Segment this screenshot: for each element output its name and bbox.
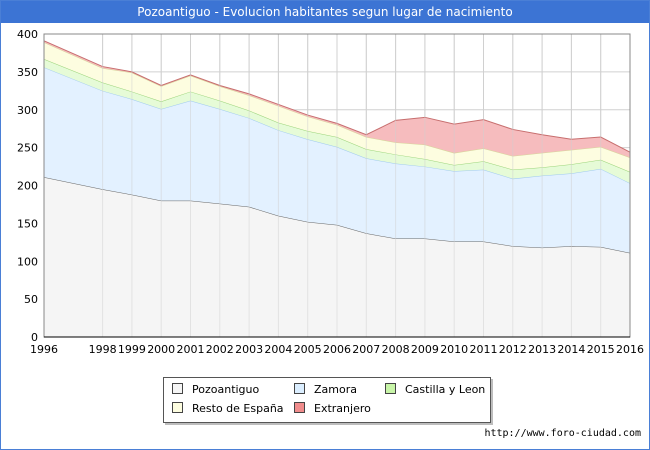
legend-label: Pozoantiguo — [192, 383, 260, 396]
y-tick-label: 150 — [17, 217, 38, 230]
legend-swatch — [294, 402, 305, 413]
stacked-areas — [43, 34, 631, 337]
x-tick-label: 1999 — [118, 343, 146, 356]
y-tick-label: 300 — [17, 104, 38, 117]
x-tick-label: 2000 — [147, 343, 175, 356]
x-tick-label: 2003 — [235, 343, 263, 356]
legend-item-castilla-y-leon: Castilla y Leon — [385, 383, 485, 397]
y-tick-label: 250 — [17, 142, 38, 155]
x-tick-label: 2005 — [294, 343, 322, 356]
x-tick-label: 2008 — [382, 343, 410, 356]
x-tick-label: 2014 — [557, 343, 585, 356]
x-tick-label: 2001 — [177, 343, 205, 356]
legend-swatch — [172, 402, 183, 413]
x-tick-label: 1996 — [30, 343, 58, 356]
chart-legend: Pozoantiguo Zamora Castilla y Leon Resto… — [163, 377, 491, 423]
source-url: http://www.foro-ciudad.com — [484, 428, 641, 439]
x-tick-label: 2002 — [206, 343, 234, 356]
legend-item-resto-de-espana: Resto de España — [172, 402, 284, 416]
y-tick-label: 100 — [17, 255, 38, 268]
x-tick-label: 1998 — [89, 343, 117, 356]
x-tick-label: 2015 — [587, 343, 615, 356]
x-tick-label: 2011 — [470, 343, 498, 356]
x-tick-label: 2010 — [440, 343, 468, 356]
x-tick-label: 2007 — [352, 343, 380, 356]
chart-title: Pozoantiguo - Evolucion habitantes segun… — [1, 1, 649, 23]
x-tick-label: 2012 — [499, 343, 527, 356]
y-tick-label: 400 — [17, 28, 38, 41]
legend-swatch — [385, 383, 396, 394]
y-tick-label: 350 — [17, 66, 38, 79]
y-tick-label: 200 — [17, 180, 38, 193]
x-tick-label: 2004 — [264, 343, 292, 356]
legend-label: Extranjero — [314, 402, 371, 415]
legend-swatch — [294, 383, 305, 394]
y-tick-label: 50 — [24, 293, 38, 306]
x-tick-label: 2013 — [528, 343, 556, 356]
tick-labels: 0 50 100 150 200 250 300 350 400 1996 1998 1999 2000… — [17, 28, 644, 356]
x-tick-label: 2006 — [323, 343, 351, 356]
legend-item-pozoantiguo: Pozoantiguo — [172, 383, 259, 397]
legend-label: Castilla y Leon — [405, 383, 486, 396]
x-tick-label: 2016 — [616, 343, 644, 356]
legend-swatch — [172, 383, 183, 394]
y-tick-label: 0 — [31, 331, 38, 344]
legend-label: Resto de España — [192, 402, 284, 415]
series-line-4 — [43, 40, 631, 153]
legend-item-zamora: Zamora — [294, 383, 357, 397]
axes — [43, 33, 631, 338]
legend-item-extranjero: Extranjero — [294, 402, 371, 416]
legend-label: Zamora — [314, 383, 357, 396]
x-tick-label: 2009 — [411, 343, 439, 356]
